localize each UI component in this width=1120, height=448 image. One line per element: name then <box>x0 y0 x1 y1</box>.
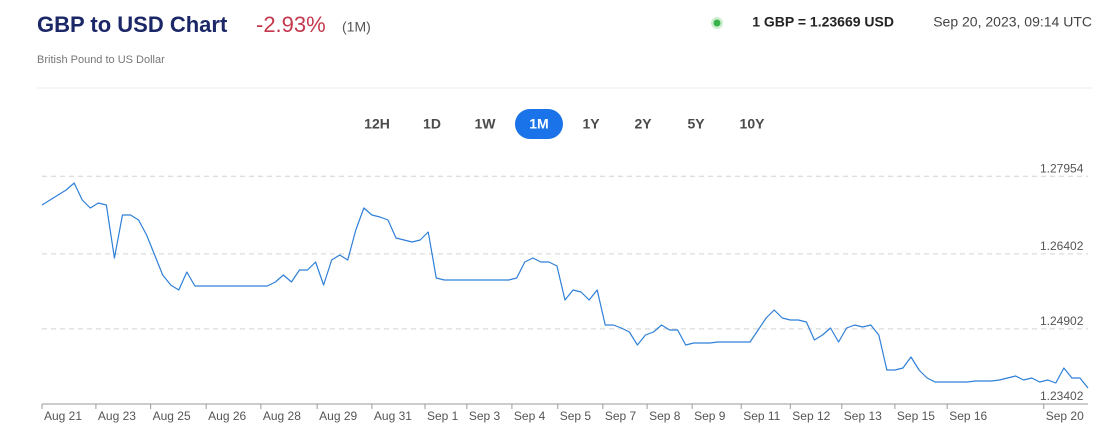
range-button-active[interactable] <box>515 109 563 139</box>
y-tick-label: 1.24902 <box>1040 314 1084 328</box>
range-button[interactable]: 1Y <box>582 116 600 132</box>
x-tick-label: Sep 7 <box>605 409 637 423</box>
chart-title: GBP to USD Chart <box>37 12 228 37</box>
x-tick-label: Aug 29 <box>319 409 357 423</box>
x-tick-label: Sep 16 <box>949 409 987 423</box>
x-tick-label: Sep 9 <box>694 409 726 423</box>
price-line <box>41 182 1089 389</box>
range-button[interactable]: 10Y <box>740 116 766 132</box>
x-tick-label: Sep 11 <box>743 409 780 423</box>
x-tick-label: Sep 20 <box>1046 409 1084 423</box>
range-button[interactable]: 12H <box>364 116 390 132</box>
x-tick-label: Sep 5 <box>560 409 592 423</box>
x-tick-label: Aug 21 <box>44 409 82 423</box>
period: (1M) <box>342 19 371 35</box>
x-tick-label: Sep 8 <box>649 409 681 423</box>
x-tick-label: Aug 25 <box>153 409 191 423</box>
timestamp: Sep 20, 2023, 09:14 UTC <box>933 14 1092 30</box>
x-tick-label: Aug 31 <box>374 409 412 423</box>
y-tick-label: 1.23402 <box>1040 389 1084 403</box>
change: -2.93% <box>256 12 326 37</box>
rate: 1 GBP = 1.23669 USD <box>752 14 894 30</box>
range-button[interactable]: 1M <box>529 116 548 132</box>
range-button[interactable]: 1W <box>475 116 497 132</box>
subtitle: British Pound to US Dollar <box>37 54 165 66</box>
range-button[interactable]: 1D <box>423 116 441 132</box>
x-tick-label: Sep 4 <box>514 409 546 423</box>
x-tick-label: Aug 26 <box>208 409 246 423</box>
x-tick-label: Sep 15 <box>897 409 935 423</box>
x-tick-label: Aug 23 <box>98 409 136 423</box>
live-dot <box>713 19 721 27</box>
x-tick-label: Aug 28 <box>263 409 301 423</box>
y-tick-label: 1.27954 <box>1040 161 1084 175</box>
x-tick-label: Sep 3 <box>469 409 501 423</box>
x-tick-label: Sep 1 <box>427 409 459 423</box>
x-tick-label: Sep 13 <box>844 409 882 423</box>
x-tick-label: Sep 12 <box>792 409 830 423</box>
y-tick-label: 1.26402 <box>1040 239 1084 253</box>
range-button[interactable]: 5Y <box>687 116 705 132</box>
range-button[interactable]: 2Y <box>634 116 652 132</box>
